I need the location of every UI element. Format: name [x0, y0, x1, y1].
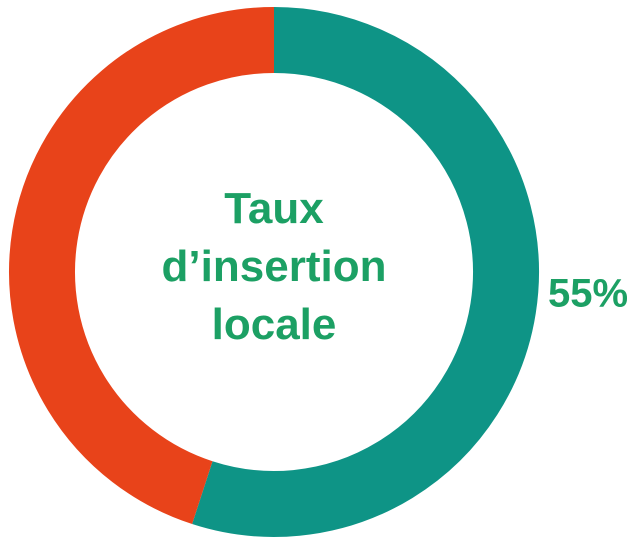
donut-segment [9, 7, 275, 525]
chart-title: Taux d’insertion locale [161, 184, 387, 349]
value-label: 55% [548, 272, 628, 316]
donut-segment [192, 7, 539, 537]
